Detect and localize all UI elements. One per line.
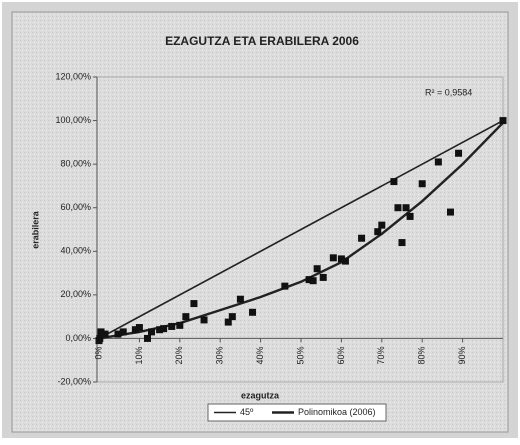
point (329, 254, 337, 262)
point (135, 324, 143, 332)
x-tick-label: 40% (255, 346, 265, 364)
legend (207, 403, 387, 422)
point (160, 325, 168, 333)
legend-label: Polinomikoa (2006) (298, 407, 376, 417)
point (402, 204, 410, 212)
x-tick-label: 50% (295, 346, 305, 364)
y-axis-label: erabilera (30, 210, 40, 249)
x-tick-label: 80% (417, 346, 427, 364)
point (249, 308, 257, 316)
x-tick-label: 70% (376, 346, 386, 364)
point (101, 330, 109, 338)
point (114, 330, 122, 338)
point (446, 208, 454, 216)
point (281, 282, 289, 290)
y-tick-label: -20,00% (57, 376, 91, 386)
point (148, 328, 156, 336)
point (418, 180, 426, 188)
point (119, 328, 127, 336)
point (358, 234, 366, 242)
point (319, 273, 327, 281)
legend-label: 45º (240, 407, 254, 417)
x-tick-label: 0% (93, 346, 103, 359)
point (131, 326, 139, 334)
point (168, 322, 176, 330)
chart-title: EZAGUTZA ETA ERABILERA 2006 (165, 34, 359, 48)
x-tick-label: 30% (215, 346, 225, 364)
y-tick-label: 60,00% (60, 202, 91, 212)
point (394, 204, 402, 212)
x-tick-label: 10% (134, 346, 144, 364)
y-tick-label: 100,00% (55, 115, 91, 125)
point (378, 221, 386, 229)
point (156, 326, 164, 334)
point (182, 313, 190, 321)
point (337, 255, 345, 263)
point (499, 117, 507, 125)
x-axis-label: ezagutza (241, 390, 280, 400)
point (236, 295, 244, 303)
x-tick-label: 90% (457, 346, 467, 364)
point (390, 178, 398, 186)
point (313, 265, 321, 273)
x-tick-label: 20% (174, 346, 184, 364)
point (190, 300, 198, 308)
y-tick-label: 0,00% (65, 333, 91, 343)
point (228, 313, 236, 321)
point (341, 257, 349, 265)
point (455, 149, 463, 157)
line-series (98, 119, 504, 340)
y-tick-label: 20,00% (60, 289, 91, 299)
point (200, 316, 208, 324)
y-tick-label: 120,00% (55, 71, 91, 81)
y-tick-label: 80,00% (60, 159, 91, 169)
point (97, 328, 105, 336)
point (406, 212, 414, 220)
point (305, 276, 313, 284)
point (398, 239, 406, 247)
point (374, 228, 382, 236)
annotation: R² = 0,9584 (425, 87, 472, 97)
point (143, 334, 151, 342)
point (176, 321, 184, 329)
point (309, 277, 317, 285)
y-tick-label: 40,00% (60, 246, 91, 256)
point (95, 337, 103, 345)
point (434, 158, 442, 166)
x-tick-label: 60% (336, 346, 346, 364)
point (224, 318, 232, 326)
